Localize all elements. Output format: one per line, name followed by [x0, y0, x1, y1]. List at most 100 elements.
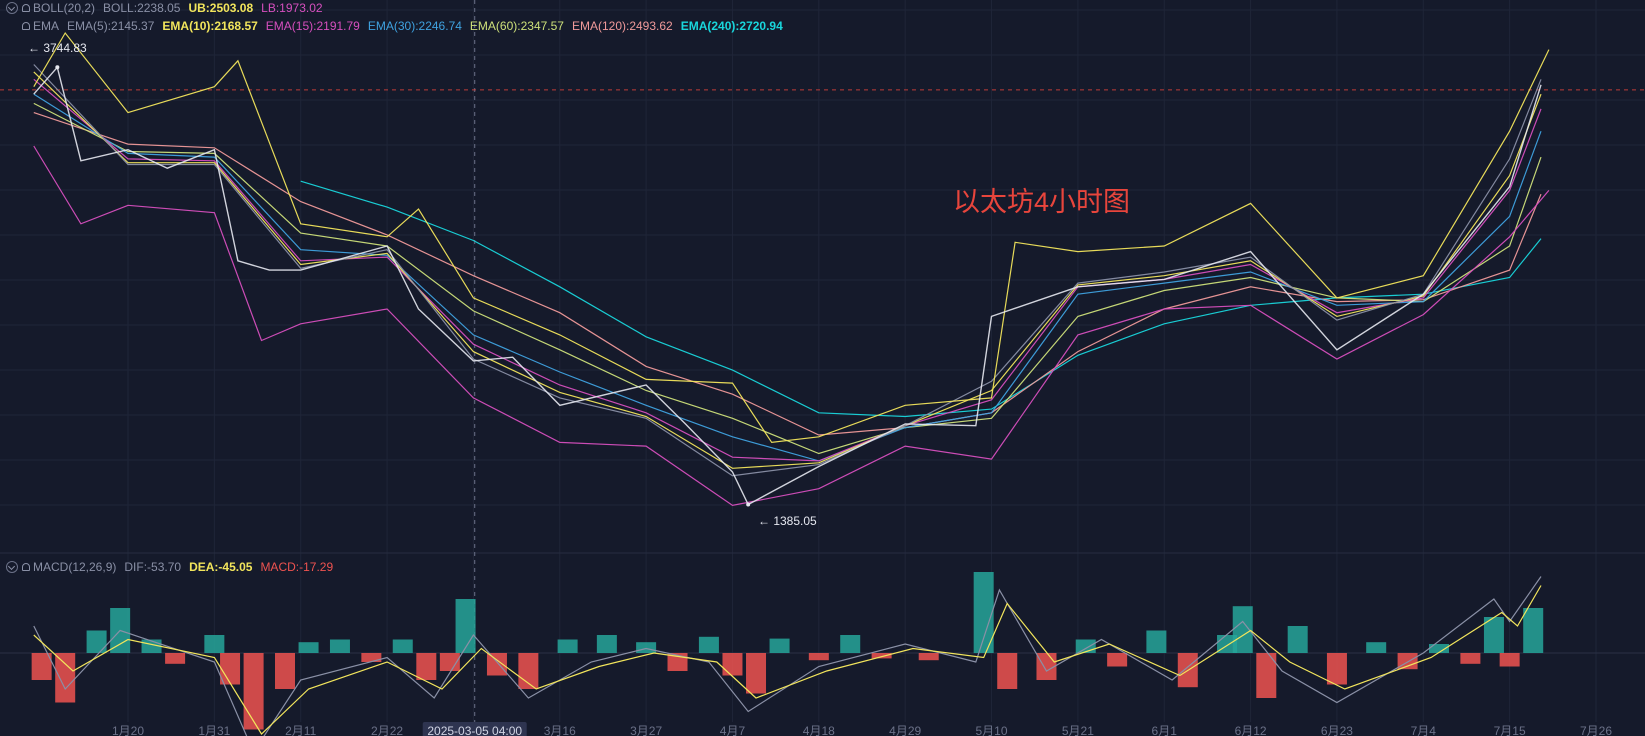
x-tick-label: 6月23: [1321, 724, 1353, 736]
boll-mid: BOLL:2238.05: [103, 1, 181, 15]
macd-bar-29: [871, 653, 892, 659]
low-price-label: ← 1385.05: [758, 514, 817, 528]
macd-bar-45: [1428, 644, 1449, 653]
ema60-value: EMA(60):2347.57: [469, 19, 564, 33]
macd-bar-43: [1366, 642, 1387, 653]
ema10-value: EMA(10):2168.57: [162, 19, 258, 33]
high-price-label: ← 3744.83: [28, 41, 87, 55]
macd-bar-10: [298, 642, 319, 653]
macd-bar-31: [973, 572, 994, 653]
macd-name: MACD(12,26,9): [33, 560, 117, 574]
x-axis: 1月20 1月31 2月11 2月22 2025-03-05 04:00 3月16 3月27…: [112, 722, 1612, 736]
bell-icon[interactable]: [22, 4, 30, 12]
macd-bar-0: [31, 653, 52, 680]
macd-bar-13: [392, 639, 413, 653]
series-line-ema120: [33, 112, 1542, 436]
collapse-icon[interactable]: [6, 2, 18, 14]
series-line-ub: [33, 31, 1550, 444]
macd-bar-47: [1483, 617, 1504, 653]
macd-dif-line: [33, 576, 1542, 736]
ema30-value: EMA(30):2246.74: [367, 19, 462, 33]
macd-bar-33: [1036, 653, 1057, 680]
macd-bar-12: [361, 653, 382, 662]
markers: [55, 65, 751, 507]
series-line-price: [33, 65, 1542, 506]
macd-bar-20: [596, 635, 617, 653]
macd-bar-19: [557, 639, 578, 653]
x-tick-label: 4月7: [720, 724, 746, 736]
macd-bar-39: [1232, 606, 1253, 653]
high-point: [55, 65, 60, 70]
x-tick-label: 7月4: [1411, 724, 1437, 736]
macd-bar-9: [275, 653, 296, 689]
macd-bar-34: [1075, 639, 1096, 653]
crosshair-time-box: [422, 722, 527, 736]
macd-bar-6: [204, 635, 225, 653]
x-tick-label: 1月20: [112, 724, 144, 736]
series-line-ema10: [33, 71, 1542, 469]
macd-bar-23: [698, 636, 719, 653]
macd-bar-24: [722, 653, 743, 676]
x-tick-label: 5月10: [976, 724, 1008, 736]
macd-bar-46: [1460, 653, 1481, 664]
boll-ub: UB:2503.08: [188, 1, 254, 15]
macd-dea: DEA:-45.05: [189, 560, 253, 574]
macd-bar-44: [1397, 653, 1418, 670]
x-tick-label: 5月21: [1062, 724, 1094, 736]
series-line-ema5: [33, 64, 1542, 477]
macd-bar-41: [1287, 626, 1308, 653]
macd-value: MACD:-17.29: [260, 560, 334, 574]
macd-bar-26: [769, 638, 790, 653]
bell-icon[interactable]: [22, 563, 30, 571]
boll-name: BOLL(20,2): [33, 1, 96, 15]
collapse-icon[interactable]: [6, 561, 18, 573]
x-tick-label: 2月11: [285, 724, 316, 736]
x-tick-label: 7月26: [1580, 724, 1612, 736]
x-tick-label: 3月16: [544, 724, 576, 736]
macd-bar-11: [329, 639, 350, 653]
x-tick-label: 2025-03-05 04:00: [427, 724, 522, 736]
ema240-value: EMA(240):2720.94: [680, 19, 783, 33]
macd-legend: MACD(12,26,9) DIF:-53.70 DEA:-45.05 MACD…: [6, 559, 341, 575]
ema5-value: EMA(5):2145.37: [67, 19, 155, 33]
macd-bar-40: [1256, 653, 1277, 698]
x-tick-label: 6月12: [1235, 724, 1267, 736]
ema120-value: EMA(120):2493.62: [571, 19, 673, 33]
macd-bar-2: [86, 630, 107, 653]
macd-bar-42: [1326, 653, 1347, 685]
macd-bar-35: [1107, 653, 1128, 667]
macd-dif: DIF:-53.70: [124, 560, 182, 574]
macd-bar-36: [1146, 630, 1167, 653]
macd-bar-32: [997, 653, 1018, 689]
macd-bar-27: [808, 653, 829, 661]
bell-icon[interactable]: [22, 22, 30, 30]
ema-legend: EMA EMA(5):2145.37 EMA(10):2168.57 EMA(1…: [22, 18, 791, 34]
boll-lb: LB:1973.02: [261, 1, 323, 15]
macd-bar-17: [486, 653, 507, 676]
macd-bar-14: [416, 653, 437, 680]
macd-dea-line: [33, 585, 1542, 735]
macd-bar-21: [636, 642, 657, 653]
x-tick-label: 7月15: [1494, 724, 1526, 736]
macd-bar-28: [840, 635, 861, 653]
x-tick-label: 4月29: [889, 724, 921, 736]
low-point: [746, 502, 751, 507]
series-line-ema60: [33, 102, 1542, 455]
macd-bar-16: [455, 599, 476, 653]
ema-name: EMA: [33, 19, 60, 33]
boll-legend: BOLL(20,2) BOLL:2238.05 UB:2503.08 LB:19…: [6, 0, 331, 16]
x-tick-label: 3月27: [630, 724, 662, 736]
x-tick-label: 2月22: [371, 724, 403, 736]
ema-lines: [33, 31, 1550, 507]
macd-bar-25: [746, 653, 767, 694]
series-line-lb: [33, 145, 1550, 507]
x-tick-label: 4月18: [803, 724, 835, 736]
macd-bar-8: [243, 653, 264, 730]
macd-bar-48: [1499, 653, 1520, 667]
macd-bar-1: [55, 653, 76, 703]
x-tick-label: 1月31: [198, 724, 230, 736]
series-line-ema30: [33, 93, 1542, 462]
x-tick-label: 6月1: [1152, 724, 1178, 736]
